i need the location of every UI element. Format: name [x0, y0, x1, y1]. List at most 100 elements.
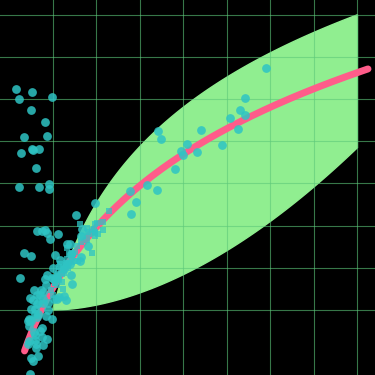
- Point: [42, 120, 48, 126]
- Point: [16, 96, 22, 102]
- Point: [34, 292, 40, 298]
- Point: [56, 294, 62, 300]
- Point: [49, 94, 55, 100]
- Point: [56, 264, 62, 270]
- Point: [40, 300, 46, 306]
- Point: [78, 240, 84, 246]
- Point: [53, 280, 58, 286]
- Point: [54, 273, 60, 279]
- Point: [155, 128, 161, 134]
- Point: [51, 296, 57, 302]
- Point: [45, 230, 51, 236]
- Point: [79, 226, 85, 232]
- Point: [33, 165, 39, 171]
- Point: [60, 286, 66, 292]
- Point: [63, 261, 69, 267]
- Point: [80, 234, 86, 240]
- Point: [77, 258, 83, 264]
- Point: [64, 256, 70, 262]
- Point: [28, 146, 34, 152]
- Point: [55, 231, 61, 237]
- Point: [26, 323, 32, 329]
- Point: [68, 272, 74, 278]
- Point: [51, 277, 57, 283]
- Point: [52, 252, 58, 258]
- Point: [28, 356, 34, 362]
- Point: [52, 280, 58, 286]
- Point: [52, 275, 58, 281]
- Point: [60, 264, 66, 270]
- Point: [67, 241, 73, 247]
- Point: [73, 211, 79, 217]
- Point: [100, 219, 106, 225]
- Point: [13, 86, 20, 92]
- Point: [40, 296, 46, 302]
- Point: [32, 332, 38, 338]
- Point: [106, 209, 112, 214]
- Point: [36, 184, 42, 190]
- Point: [78, 233, 84, 239]
- Point: [242, 95, 248, 101]
- Point: [63, 297, 69, 303]
- Point: [57, 257, 63, 263]
- Point: [84, 237, 90, 243]
- Point: [84, 225, 90, 231]
- Point: [180, 152, 186, 158]
- Point: [32, 306, 38, 312]
- Point: [28, 253, 34, 259]
- Point: [133, 199, 139, 205]
- Point: [42, 227, 48, 233]
- Polygon shape: [53, 15, 357, 310]
- Point: [219, 142, 225, 148]
- Point: [58, 267, 64, 273]
- Point: [92, 200, 98, 206]
- Point: [44, 133, 50, 139]
- Point: [66, 251, 72, 257]
- Point: [69, 255, 75, 261]
- Point: [86, 231, 92, 237]
- Point: [47, 236, 53, 242]
- Point: [72, 258, 78, 264]
- Point: [27, 318, 33, 324]
- Point: [46, 181, 52, 187]
- Point: [54, 296, 60, 302]
- Point: [42, 276, 48, 282]
- Point: [30, 358, 36, 364]
- Point: [30, 297, 36, 303]
- Point: [70, 251, 76, 257]
- Point: [17, 274, 23, 280]
- Point: [45, 300, 51, 306]
- Point: [242, 112, 248, 118]
- Point: [72, 249, 78, 255]
- Point: [67, 261, 73, 267]
- Point: [32, 329, 38, 335]
- Point: [68, 252, 74, 258]
- Point: [33, 340, 39, 346]
- Point: [78, 254, 84, 260]
- Point: [50, 265, 56, 271]
- Point: [25, 318, 31, 324]
- Point: [34, 301, 40, 307]
- Point: [54, 272, 60, 278]
- Point: [55, 271, 61, 277]
- Point: [32, 337, 38, 343]
- Point: [25, 341, 31, 347]
- Point: [37, 328, 43, 334]
- Point: [95, 231, 101, 237]
- Point: [144, 182, 150, 188]
- Point: [63, 260, 69, 266]
- Point: [43, 282, 49, 288]
- Point: [65, 265, 71, 271]
- Point: [62, 266, 68, 272]
- Point: [61, 293, 67, 299]
- Point: [154, 187, 160, 193]
- Point: [59, 279, 65, 285]
- Point: [32, 311, 38, 317]
- Point: [28, 306, 34, 312]
- Point: [44, 272, 50, 278]
- Point: [54, 274, 60, 280]
- Point: [198, 128, 204, 134]
- Point: [57, 261, 63, 267]
- Point: [40, 289, 46, 295]
- Point: [38, 286, 44, 292]
